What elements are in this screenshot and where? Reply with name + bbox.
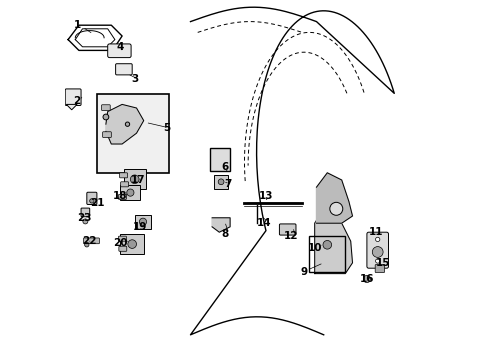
Text: 6: 6 bbox=[221, 162, 228, 172]
Bar bbox=[210, 148, 230, 171]
Circle shape bbox=[375, 259, 379, 263]
FancyBboxPatch shape bbox=[119, 246, 126, 251]
Circle shape bbox=[82, 219, 88, 224]
Bar bbox=[120, 234, 143, 254]
Circle shape bbox=[322, 240, 331, 249]
Text: 7: 7 bbox=[224, 179, 231, 189]
Circle shape bbox=[329, 202, 342, 215]
FancyBboxPatch shape bbox=[118, 236, 126, 241]
Text: 5: 5 bbox=[163, 123, 170, 133]
Text: 14: 14 bbox=[257, 218, 271, 228]
Bar bbox=[97, 94, 168, 173]
Text: 20: 20 bbox=[113, 238, 127, 248]
FancyBboxPatch shape bbox=[374, 265, 384, 273]
FancyBboxPatch shape bbox=[118, 194, 126, 199]
Text: 11: 11 bbox=[368, 227, 383, 237]
Circle shape bbox=[126, 189, 134, 196]
Text: 1: 1 bbox=[73, 20, 81, 30]
Text: 18: 18 bbox=[113, 191, 127, 201]
FancyBboxPatch shape bbox=[121, 182, 128, 187]
FancyBboxPatch shape bbox=[107, 44, 131, 58]
Polygon shape bbox=[106, 104, 143, 144]
Polygon shape bbox=[212, 218, 230, 232]
Polygon shape bbox=[316, 173, 352, 223]
Circle shape bbox=[84, 243, 89, 247]
Circle shape bbox=[139, 218, 146, 225]
Text: 8: 8 bbox=[221, 229, 228, 239]
FancyBboxPatch shape bbox=[120, 173, 127, 178]
Circle shape bbox=[371, 247, 382, 257]
Text: 21: 21 bbox=[89, 198, 104, 208]
FancyBboxPatch shape bbox=[279, 224, 295, 235]
FancyBboxPatch shape bbox=[65, 89, 81, 105]
Text: 17: 17 bbox=[131, 175, 145, 185]
Circle shape bbox=[127, 240, 136, 248]
Text: 15: 15 bbox=[375, 258, 389, 268]
Circle shape bbox=[130, 175, 139, 184]
Bar bbox=[213, 175, 228, 189]
FancyBboxPatch shape bbox=[102, 105, 110, 111]
FancyBboxPatch shape bbox=[87, 192, 97, 204]
Text: 23: 23 bbox=[77, 213, 91, 223]
Circle shape bbox=[375, 237, 379, 242]
FancyBboxPatch shape bbox=[83, 238, 99, 244]
Bar bbox=[120, 185, 140, 200]
Circle shape bbox=[103, 114, 108, 120]
Circle shape bbox=[363, 275, 370, 283]
Circle shape bbox=[89, 199, 94, 203]
Circle shape bbox=[125, 122, 129, 126]
Text: 22: 22 bbox=[82, 236, 97, 246]
Polygon shape bbox=[314, 209, 352, 274]
FancyBboxPatch shape bbox=[115, 64, 132, 75]
Bar bbox=[309, 236, 345, 272]
Text: 19: 19 bbox=[133, 222, 147, 232]
Text: 12: 12 bbox=[284, 231, 298, 241]
Text: 10: 10 bbox=[307, 243, 321, 253]
Circle shape bbox=[218, 179, 224, 185]
Text: 13: 13 bbox=[258, 191, 273, 201]
Polygon shape bbox=[66, 104, 77, 110]
FancyBboxPatch shape bbox=[81, 208, 89, 217]
Bar bbox=[134, 215, 151, 229]
Text: 3: 3 bbox=[131, 74, 138, 84]
Bar bbox=[123, 169, 145, 189]
Text: 9: 9 bbox=[300, 267, 307, 277]
FancyBboxPatch shape bbox=[102, 132, 111, 138]
FancyBboxPatch shape bbox=[366, 232, 387, 268]
Text: 4: 4 bbox=[116, 42, 124, 52]
Text: 16: 16 bbox=[359, 274, 373, 284]
Text: 2: 2 bbox=[73, 96, 81, 106]
